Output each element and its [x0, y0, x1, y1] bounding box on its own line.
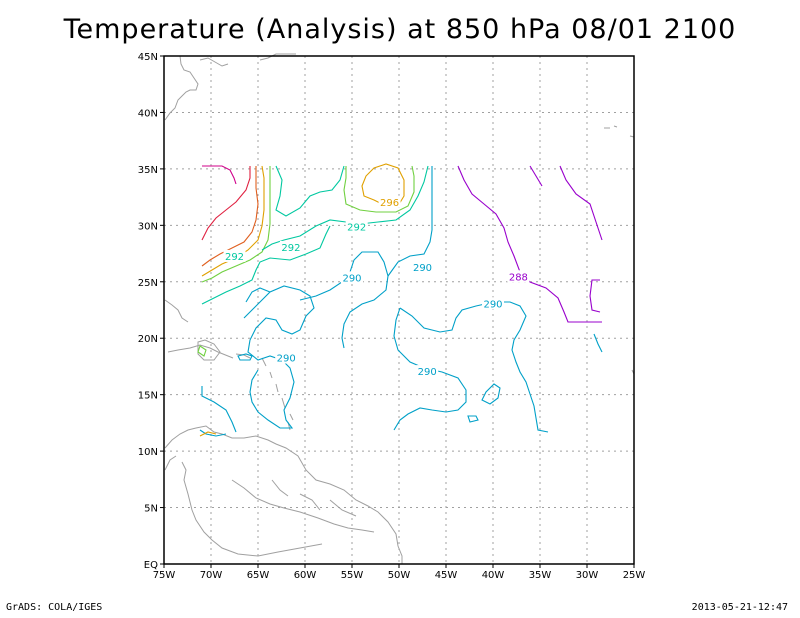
contour-292-north — [275, 165, 345, 217]
contour-label: 290 — [342, 273, 361, 284]
lat-tick-label: 5N — [144, 504, 158, 515]
contour-290-b — [243, 285, 315, 429]
contour-label: 292 — [225, 252, 244, 263]
contour-label-bg — [416, 365, 439, 378]
contour-296-central — [361, 163, 405, 207]
footer-credit: GrADS: COLA/IGES — [6, 602, 103, 613]
lat-tick-label: 35N — [138, 165, 158, 176]
contour-294-central — [343, 165, 415, 213]
lat-tick-label: 15N — [138, 391, 158, 402]
contour-label-bg — [411, 261, 434, 274]
contour-288-d — [589, 279, 601, 313]
grid-lines — [164, 56, 634, 564]
axis-ticks: 75W 70W 65W 60W 55W 50W 45W 40W 35W 30W 25W EQ 5N 10N… — [138, 52, 646, 581]
contour-labels: 296 292 292 292 290 290 288 290 290 290 — [223, 195, 530, 378]
contour-290-k — [593, 333, 603, 353]
lon-tick-label: 65W — [247, 570, 270, 581]
contour-298 — [201, 166, 259, 267]
lon-tick-label: 70W — [200, 570, 223, 581]
contour-296-west — [201, 165, 265, 277]
contour-290-a — [201, 386, 237, 433]
contour-290-i — [467, 415, 479, 423]
map-plot: 296 292 292 292 290 290 288 290 290 290 75W 70W 65W… — [138, 52, 646, 581]
lat-tick-label: 40N — [138, 108, 158, 119]
contour-label: 292 — [347, 223, 366, 234]
contour-lines — [197, 163, 603, 437]
lon-tick-label: 55W — [341, 570, 364, 581]
coastlines — [164, 53, 635, 564]
contour-290-h — [481, 383, 501, 405]
footer-timestamp: 2013-05-21-12:47 — [691, 602, 788, 613]
contour-290-d — [299, 251, 389, 349]
contour-290-c — [245, 287, 271, 303]
lon-tick-label: 25W — [623, 570, 646, 581]
contour-yellow-venezuela — [199, 431, 217, 437]
contour-label-bg — [482, 297, 504, 310]
contour-292-west — [201, 225, 331, 305]
contour-290-e — [387, 166, 433, 277]
lon-tick-label: 35W — [529, 570, 552, 581]
contour-290-island — [237, 353, 253, 361]
contour-300 — [201, 166, 251, 241]
coast-south-america — [164, 425, 403, 564]
coast-azores — [604, 125, 635, 138]
contour-290-f — [393, 307, 467, 431]
lon-tick-label: 30W — [576, 570, 599, 581]
contour-294-west — [201, 166, 271, 283]
contour-label: 288 — [509, 272, 528, 283]
contour-label-bg — [345, 220, 368, 233]
contour-label-bg — [275, 351, 298, 364]
contour-302 — [202, 165, 237, 185]
lon-tick-label: 50W — [388, 570, 411, 581]
contour-label: 296 — [380, 198, 399, 209]
map-frame — [163, 55, 635, 565]
lat-tick-label: 30N — [138, 221, 158, 232]
contour-label-bg — [223, 249, 246, 262]
lat-tick-label: EQ — [144, 560, 158, 571]
lon-tick-label: 60W — [294, 570, 317, 581]
contour-288-c — [559, 165, 603, 241]
lat-tick-label: 10N — [138, 447, 158, 458]
contour-label: 290 — [277, 354, 296, 365]
lon-tick-label: 45W — [435, 570, 458, 581]
contour-292-island — [197, 345, 207, 357]
lat-tick-label: 25N — [138, 278, 158, 289]
contour-label-bg — [279, 240, 302, 253]
contour-288-b — [529, 165, 543, 187]
contour-label: 290 — [483, 299, 502, 310]
plot-title: Temperature (Analysis) at 850 hPa 08/01 … — [63, 14, 737, 45]
contour-290-g — [399, 301, 549, 433]
contour-label: 290 — [413, 263, 432, 274]
coast-north-america — [164, 53, 296, 121]
contour-label: 292 — [281, 243, 300, 254]
lon-tick-label: 40W — [482, 570, 505, 581]
lat-tick-label: 45N — [138, 52, 158, 63]
contour-label: 290 — [418, 367, 437, 378]
contour-290-j — [199, 429, 227, 437]
contour-label-bg — [507, 270, 530, 283]
contour-label-bg — [341, 271, 363, 284]
lat-tick-label: 20N — [138, 334, 158, 345]
contour-288-a — [457, 165, 602, 323]
lon-tick-label: 75W — [153, 570, 176, 581]
contour-label-bg — [378, 195, 401, 208]
